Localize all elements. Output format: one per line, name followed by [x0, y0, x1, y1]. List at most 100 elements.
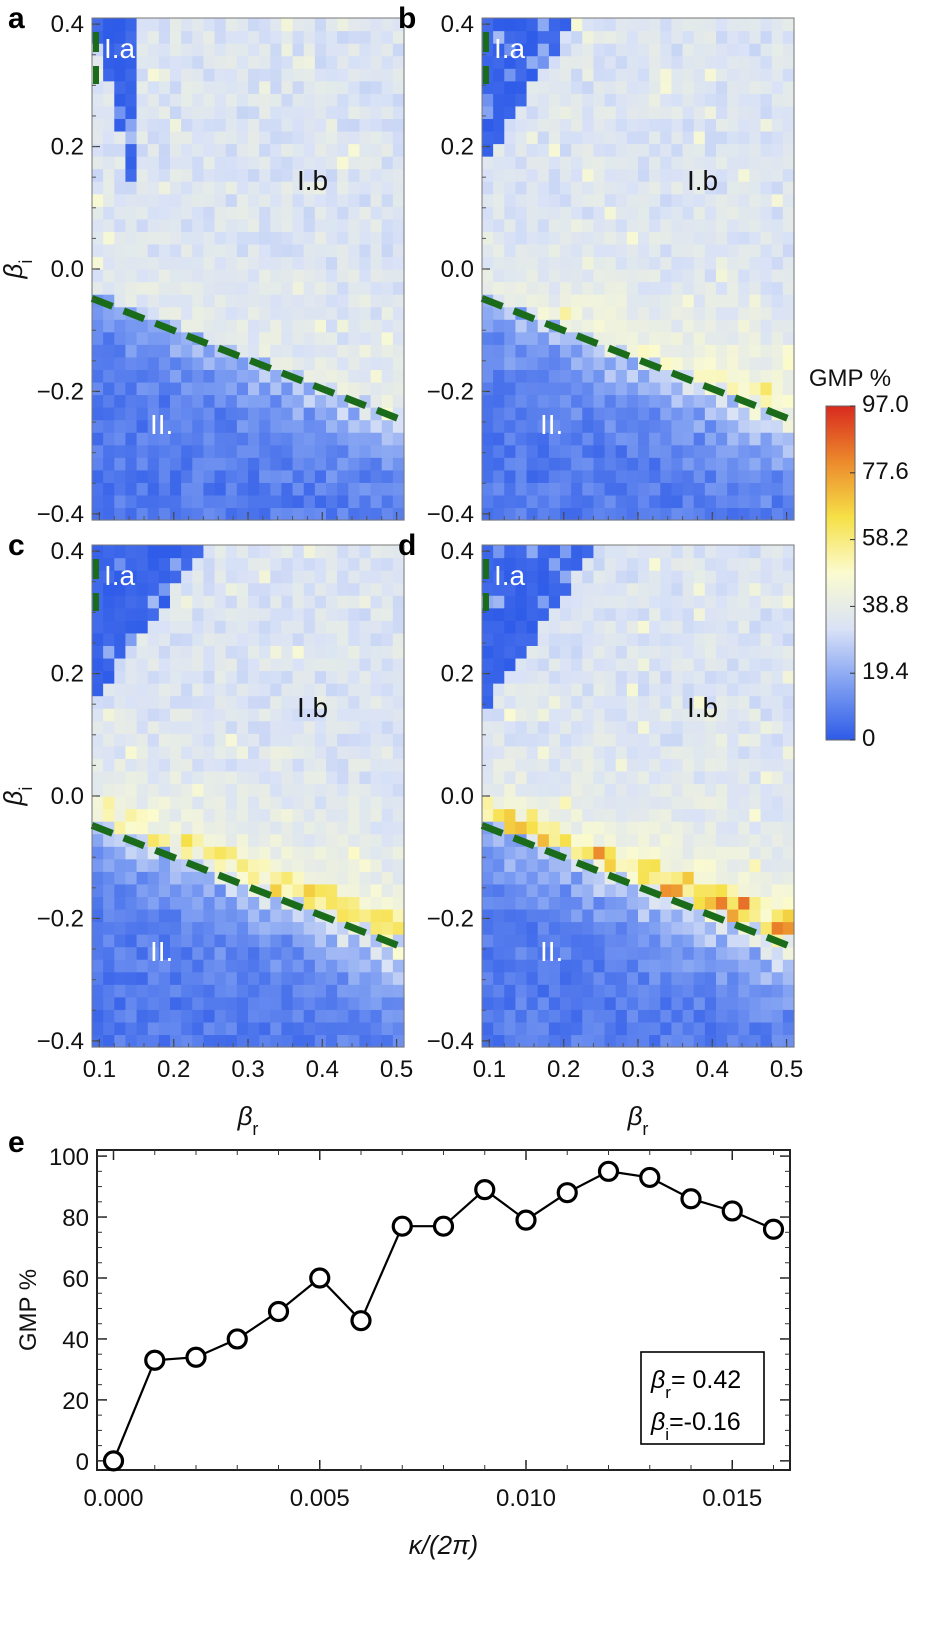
heatmap-cell — [615, 444, 628, 458]
heatmap-cell — [170, 507, 182, 521]
heatmap-cell — [125, 55, 138, 69]
heatmap-cell — [515, 946, 528, 960]
heatmap-cell — [782, 156, 795, 170]
heatmap-cell — [537, 30, 550, 44]
heatmap-cell — [281, 758, 294, 772]
heatmap-cell — [649, 821, 661, 835]
heatmap-cell — [314, 783, 327, 797]
heatmap-cell — [170, 356, 182, 370]
heatmap-cell — [225, 695, 238, 709]
heatmap-cell — [515, 1034, 528, 1048]
heatmap-cell — [147, 269, 160, 283]
heatmap-cell — [236, 30, 249, 44]
heatmap-cell — [537, 883, 550, 897]
heatmap-cell — [738, 934, 751, 948]
heatmap-cell — [660, 482, 673, 496]
heatmap-cell — [671, 846, 684, 860]
heatmap-cell — [281, 18, 294, 32]
heatmap-cell — [326, 407, 338, 421]
heatmap-cell — [749, 356, 762, 370]
heatmap-cell — [303, 745, 316, 759]
heatmap-cell — [225, 444, 238, 458]
heatmap-cell — [214, 783, 227, 797]
heatmap-cell — [181, 18, 193, 32]
heatmap-cell — [593, 745, 606, 759]
heatmap-cell — [693, 105, 706, 119]
heatmap-cell — [136, 858, 149, 872]
heatmap-cell — [548, 68, 561, 82]
heatmap-cell — [548, 770, 561, 785]
heatmap-cell — [192, 934, 205, 948]
heatmap-cell — [682, 419, 695, 433]
heatmap-cell — [248, 557, 260, 571]
heatmap-cell — [504, 105, 517, 119]
heatmap-cell — [693, 394, 706, 408]
heatmap-cell — [281, 858, 294, 872]
heatmap-cell — [381, 381, 394, 396]
heatmap-cell — [326, 683, 338, 697]
heatmap-cell — [114, 871, 127, 885]
heatmap-cell — [638, 306, 650, 320]
heatmap-cell — [593, 683, 606, 697]
heatmap-cell — [292, 469, 305, 483]
heatmap-cell — [147, 607, 160, 621]
heatmap-cell — [738, 381, 751, 396]
heatmap-cell — [593, 796, 606, 810]
heatmap-cell — [314, 93, 327, 107]
heatmap-cell — [214, 407, 227, 421]
heatmap-cell — [504, 645, 517, 659]
heatmap-cell — [370, 306, 383, 320]
heatmap-cell — [214, 381, 227, 396]
heatmap-cell — [348, 632, 361, 646]
heatmap-cell — [281, 419, 294, 433]
heatmap-cell — [348, 306, 361, 320]
heatmap-cell — [359, 670, 372, 684]
heatmap-cell — [103, 130, 115, 145]
heatmap-cell — [626, 43, 639, 57]
heatmap-cell — [259, 243, 271, 258]
heatmap-cell — [771, 281, 784, 295]
heatmap-cell — [660, 1034, 673, 1048]
heatmap-cell — [203, 557, 216, 571]
heatmap-cell — [214, 733, 227, 747]
heatmap-cell — [103, 1009, 115, 1023]
heatmap-cell — [738, 30, 751, 44]
heatmap-cell — [381, 156, 394, 170]
heatmap-cell — [125, 281, 138, 295]
heatmap-cell — [158, 908, 171, 923]
heatmap-cell — [359, 758, 372, 772]
heatmap-cell — [660, 281, 673, 295]
heatmap-cell — [203, 494, 216, 509]
heatmap-cell — [515, 1021, 528, 1036]
heatmap-cell — [225, 1009, 238, 1023]
heatmap-cell — [749, 30, 762, 44]
heatmap-cell — [114, 93, 127, 107]
heatmap-cell — [292, 783, 305, 797]
heatmap-cell — [560, 281, 572, 295]
heatmap-cell — [738, 457, 751, 471]
heatmap-cell — [582, 206, 595, 220]
heatmap-cell — [615, 620, 628, 634]
heatmap-cell — [181, 306, 193, 320]
heatmap-cell — [504, 595, 517, 609]
heatmap-cell — [225, 68, 238, 82]
heatmap-cell — [526, 369, 539, 383]
heatmap-cell — [348, 570, 361, 584]
heatmap-cell — [782, 118, 795, 132]
heatmap-cell — [147, 457, 160, 471]
heatmap-cell — [103, 796, 115, 810]
heatmap-cell — [537, 407, 550, 421]
heatmap-cell — [248, 105, 260, 119]
heatmap-cell — [348, 218, 361, 232]
heatmap-cell — [359, 934, 372, 948]
heatmap-cell — [203, 570, 216, 584]
heatmap-cell — [181, 582, 193, 596]
heatmap-cell — [738, 570, 751, 584]
heatmap-cell — [326, 1034, 338, 1048]
heatmap-cell — [292, 193, 305, 207]
heatmap-cell — [671, 595, 684, 609]
heatmap-cell — [270, 808, 283, 822]
heatmap-cell — [381, 256, 394, 270]
heatmap-cell — [638, 93, 650, 107]
heatmap-cell — [114, 482, 127, 496]
